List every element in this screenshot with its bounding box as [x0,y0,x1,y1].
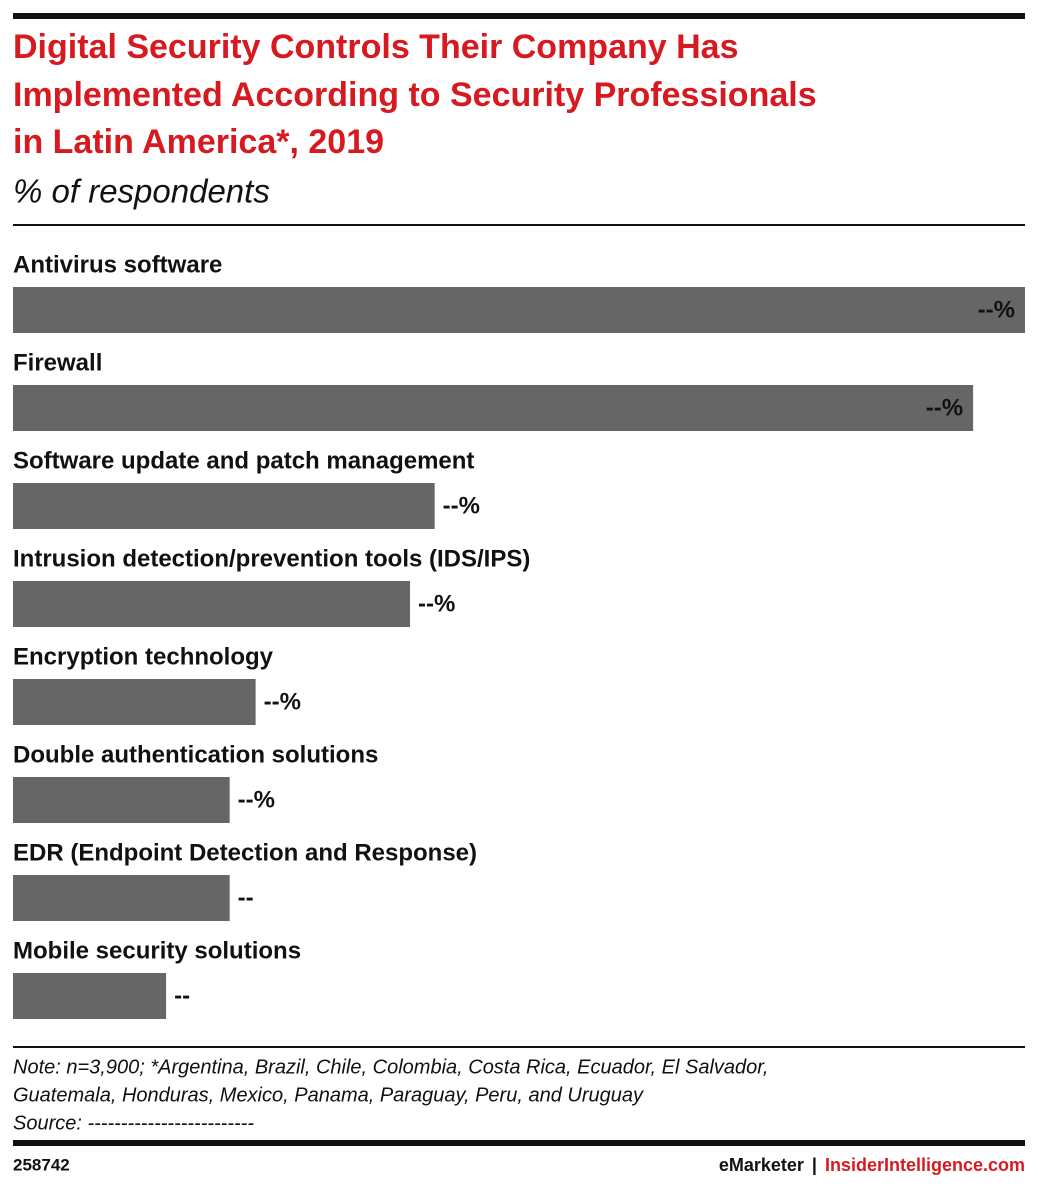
category-label: Double authentication solutions [13,741,378,768]
rule [13,1046,1025,1048]
category-label: Intrusion detection/prevention tools (ID… [13,545,530,572]
bar [13,973,167,1019]
source: Source: ------------------------- [13,1112,254,1134]
value-label: -- [238,884,254,911]
top-rule [13,13,1025,19]
value-label: --% [238,786,275,813]
category-label: Antivirus software [13,251,222,278]
brand-name: eMarketer [719,1155,804,1175]
chart-title: in Latin America*, 2019 [13,123,384,161]
rule [13,224,1025,226]
bar [13,385,974,431]
brand: eMarketer | InsiderIntelligence.com [719,1155,1025,1175]
note: Guatemala, Honduras, Mexico, Panama, Par… [13,1084,644,1106]
bar [13,875,230,921]
value-label: --% [264,688,301,715]
category-label: Firewall [13,349,102,376]
bar [13,287,1025,333]
note: Note: n=3,900; *Argentina, Brazil, Chile… [13,1056,768,1078]
bar [13,679,256,725]
category-label: EDR (Endpoint Detection and Response) [13,839,477,866]
value-label: --% [978,296,1015,323]
chart-title: Digital Security Controls Their Company … [13,28,738,66]
category-label: Encryption technology [13,643,274,670]
chart-subtitle: % of respondents [13,173,270,210]
value-label: --% [418,590,455,617]
chart-id: 258742 [13,1155,70,1174]
category-label: Mobile security solutions [13,937,301,964]
site: InsiderIntelligence.com [825,1155,1025,1175]
category-label: Software update and patch management [13,447,474,474]
value-label: --% [443,492,480,519]
value-label: -- [174,982,190,1009]
bar [13,581,411,627]
bar [13,777,230,823]
separator: | [812,1155,817,1175]
bottom-rule [13,1140,1025,1146]
chart-title: Implemented According to Security Profes… [13,76,817,114]
value-label: --% [926,394,963,421]
bar [13,483,435,529]
